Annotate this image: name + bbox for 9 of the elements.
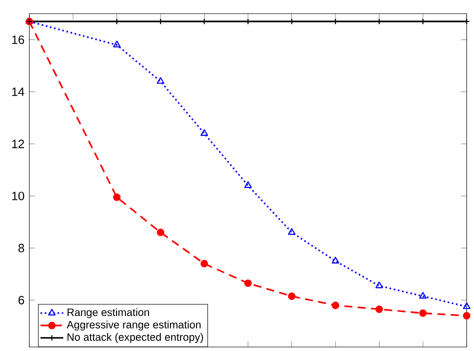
- y-tick-label: 12: [12, 140, 24, 148]
- y-tick-label: 16: [12, 35, 24, 44]
- legend-label: No attack (expected entropy): [68, 332, 203, 343]
- y-tick-label: 14: [12, 88, 24, 96]
- y-tick-label: 8: [18, 244, 24, 252]
- y-tick-label: 10: [12, 192, 24, 200]
- legend-label: Aggressive range estimation: [66, 320, 201, 331]
- y-tick-label: 6: [18, 296, 24, 304]
- legend-label: Range estimation: [68, 308, 150, 318]
